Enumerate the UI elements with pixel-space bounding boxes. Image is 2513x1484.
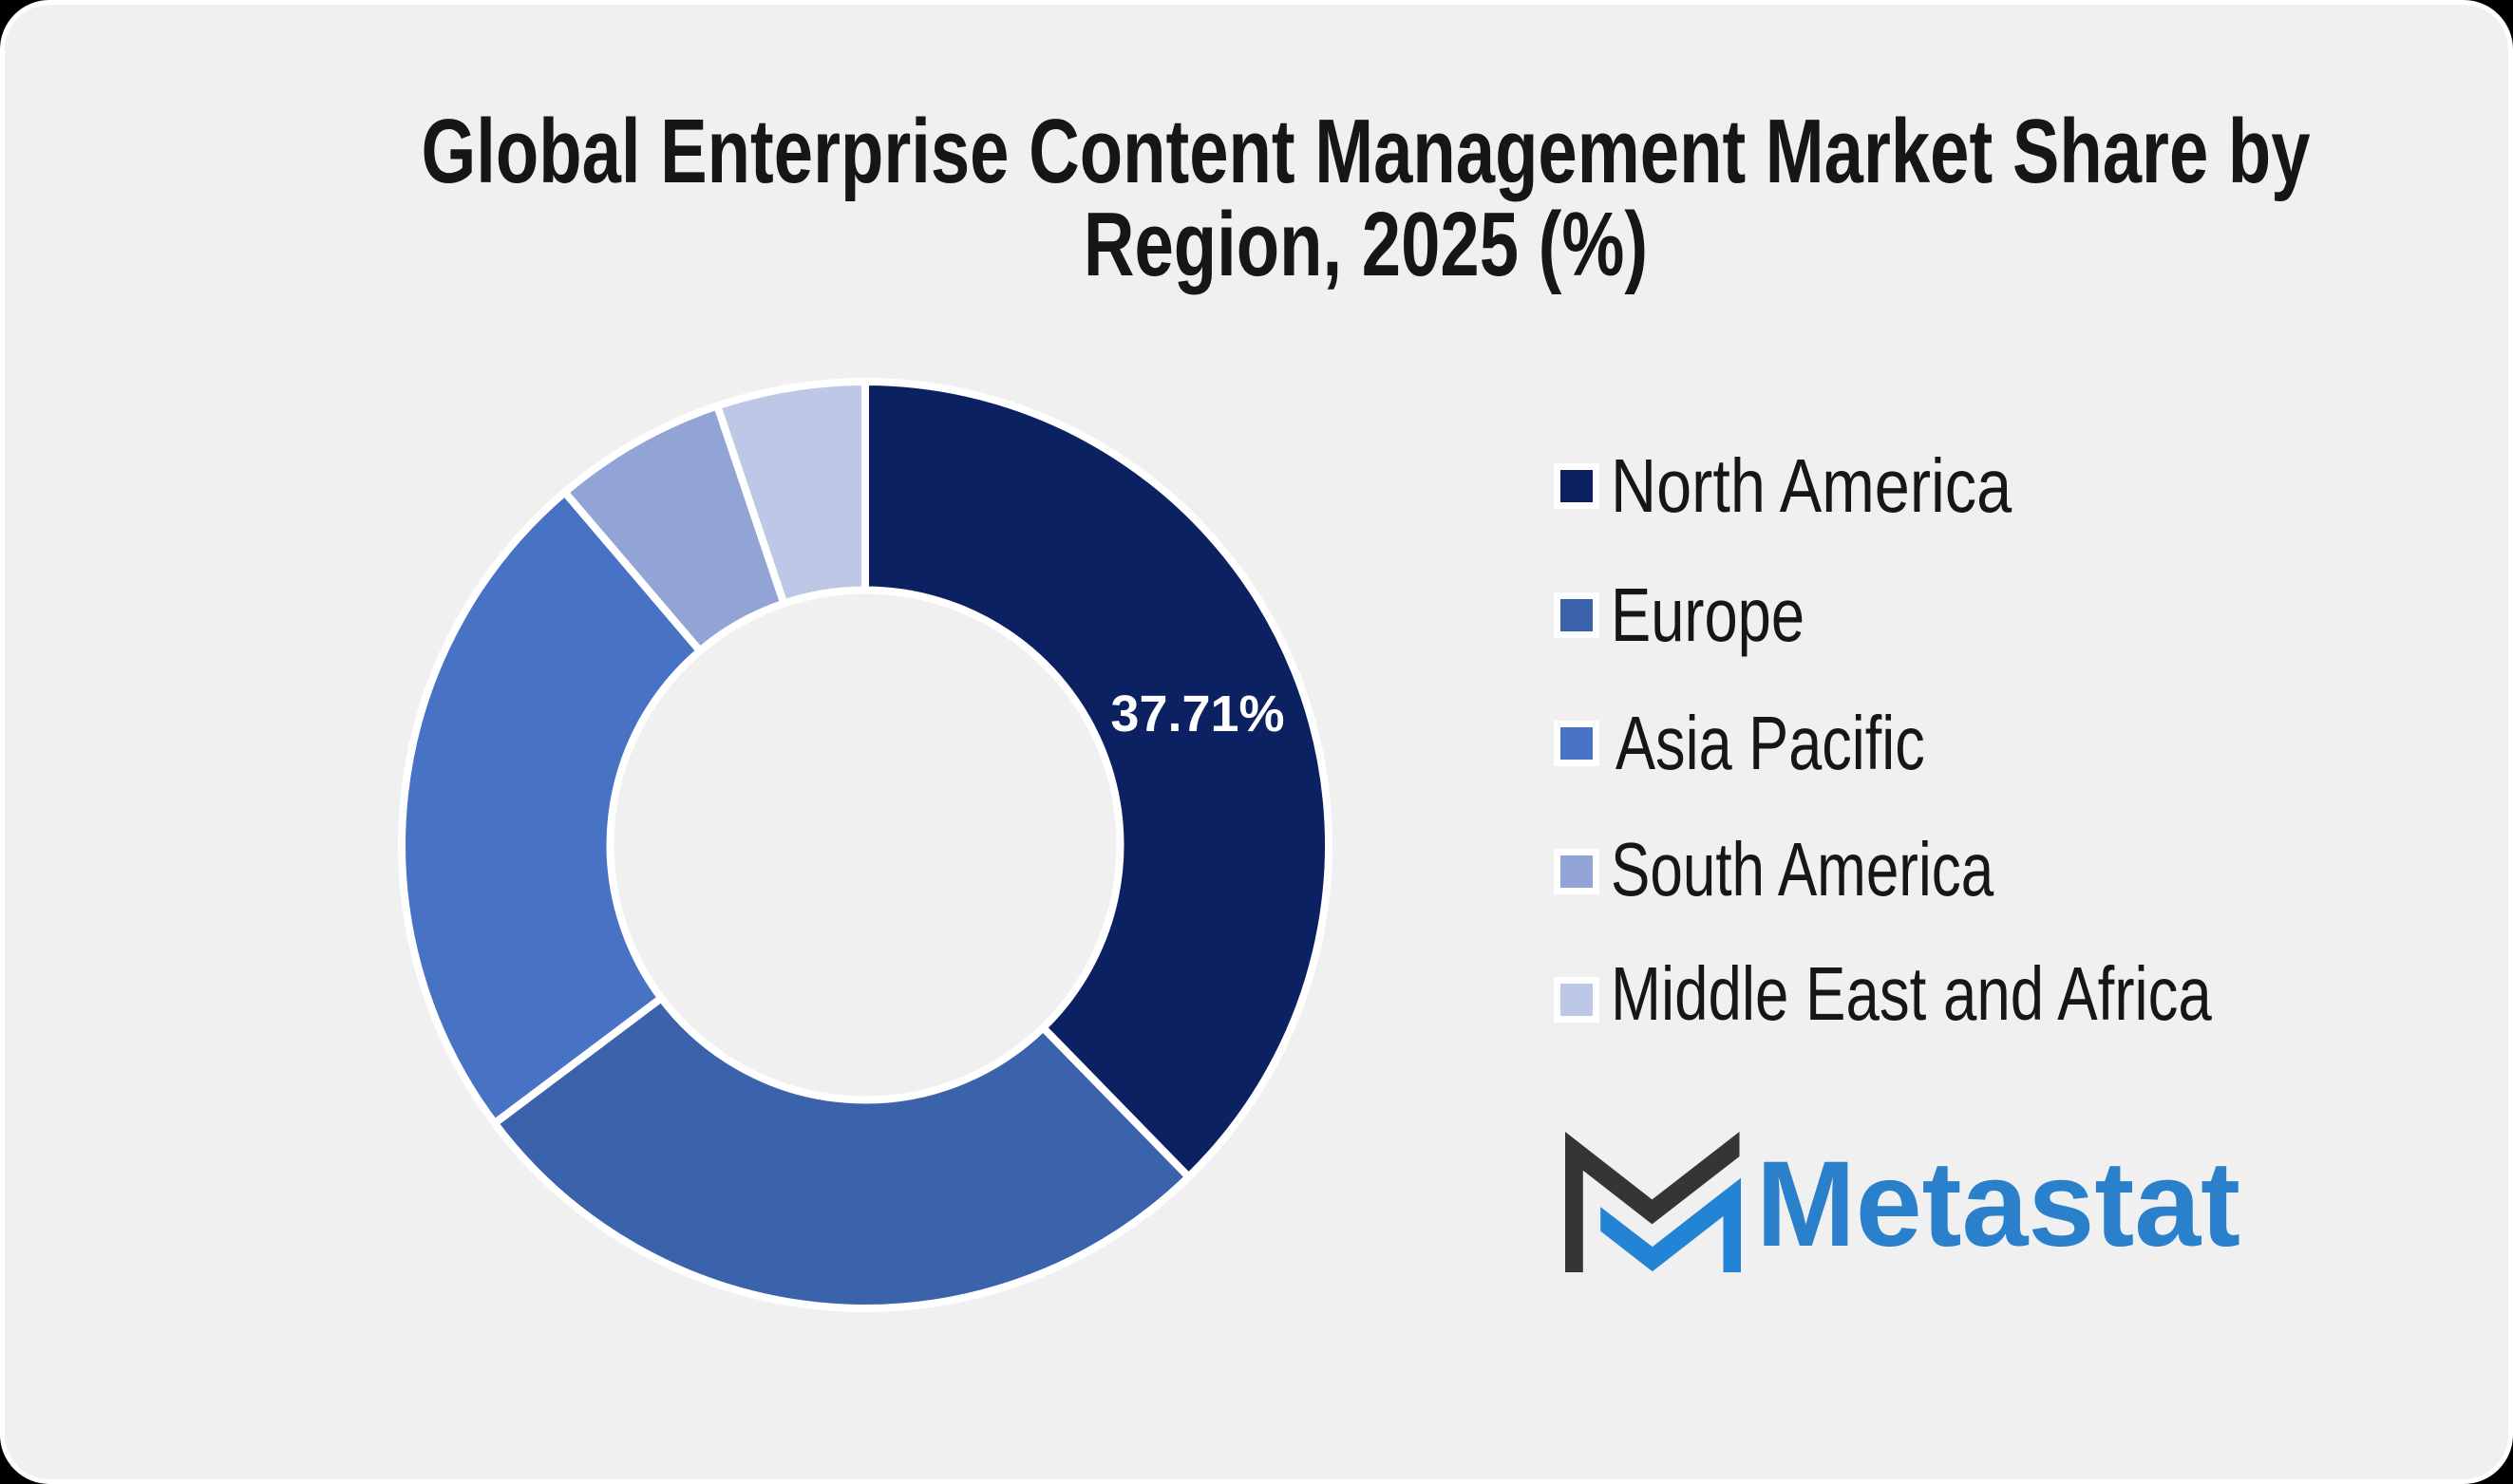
svg-text:Metastat: Metastat (1756, 1136, 2240, 1272)
